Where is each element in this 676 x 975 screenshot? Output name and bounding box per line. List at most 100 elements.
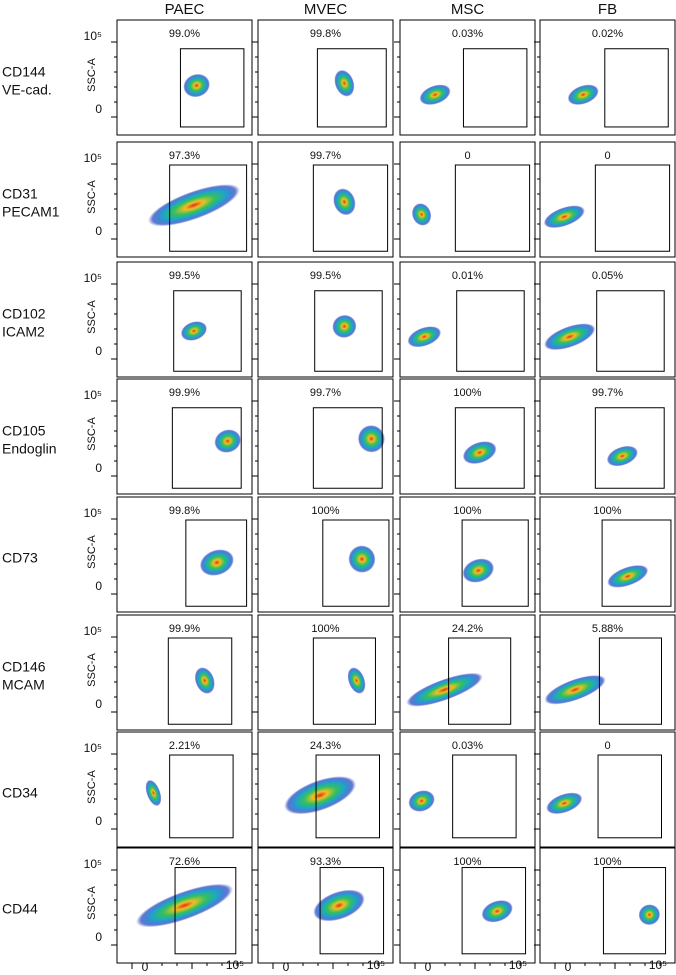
cell-population [607, 564, 649, 588]
cell-population [214, 429, 241, 453]
x-axis-tick: 0 [565, 960, 572, 974]
row-label: CD102 [2, 306, 46, 322]
gate [167, 637, 233, 725]
gate-percentage: 100% [311, 505, 339, 517]
cell-population [136, 883, 233, 928]
gate-percentage: 93.3% [310, 856, 341, 868]
gate [597, 754, 662, 839]
gate-percentage: 0.02% [592, 28, 623, 40]
plot-frame [399, 496, 536, 613]
plot-frame [539, 261, 676, 378]
gate-percentage: 99.7% [592, 387, 623, 399]
y-axis-title: SSC-A [86, 180, 98, 214]
row-label: VE-cad. [2, 82, 52, 98]
y-axis-tick: 0 [95, 697, 102, 711]
gate-percentage: 99.7% [310, 387, 341, 399]
gate [316, 48, 387, 128]
row-label: CD144 [2, 64, 46, 80]
cell-population [544, 675, 606, 705]
row-label: CD146 [2, 659, 46, 675]
y-axis-tick: 0 [95, 579, 102, 593]
gate [312, 637, 376, 725]
cell-population [183, 73, 210, 98]
y-axis-tick: 0 [95, 102, 102, 116]
gate [604, 48, 669, 128]
row-label: CD44 [2, 901, 38, 917]
cell-population [546, 792, 583, 815]
y-axis-title: SSC-A [86, 886, 98, 920]
gate [594, 407, 665, 489]
cell-population [544, 323, 596, 351]
cell-population [462, 558, 495, 583]
gate [314, 290, 383, 372]
plot-frame [539, 614, 676, 731]
y-axis-tick: 0 [95, 344, 102, 358]
gate [596, 290, 665, 372]
cell-population [347, 667, 366, 694]
plot-frame [116, 731, 253, 848]
plot-frame [539, 141, 676, 258]
gate [454, 407, 525, 489]
y-axis-tick: 10⁵ [84, 29, 102, 43]
y-axis-tick: 10⁵ [84, 388, 102, 402]
gate-percentage: 100% [311, 623, 339, 635]
cell-population [148, 184, 240, 227]
gate-percentage: 97.3% [169, 150, 200, 162]
gate [461, 867, 527, 955]
plot-frame [399, 614, 536, 731]
gate [312, 164, 389, 252]
gate-percentage: 0 [604, 740, 610, 752]
y-axis-title: SSC-A [86, 417, 98, 451]
cell-population [194, 667, 215, 694]
plot-frame [257, 614, 394, 731]
gate-percentage: 0.03% [452, 740, 483, 752]
y-axis-title: SSC-A [86, 535, 98, 569]
plot-frame [399, 261, 536, 378]
gate [185, 519, 248, 607]
cell-population [407, 326, 442, 348]
cell-population [408, 790, 435, 812]
gate [448, 637, 512, 725]
gate-percentage: 0.01% [452, 270, 483, 282]
row-label: CD73 [2, 550, 38, 566]
cell-population [606, 445, 638, 467]
cell-population [462, 441, 497, 465]
gate-percentage: 2.21% [169, 740, 200, 752]
y-axis-tick: 0 [95, 461, 102, 475]
y-axis-title: SSC-A [86, 58, 98, 92]
gate-percentage: 100% [453, 856, 481, 868]
cell-population [638, 904, 661, 926]
y-axis-tick: 0 [95, 224, 102, 238]
plot-frame [257, 141, 394, 258]
row-label: MCAM [2, 677, 45, 693]
cell-population [334, 69, 355, 97]
gate-percentage: 100% [593, 856, 621, 868]
cell-population [284, 776, 356, 815]
gate-percentage: 99.0% [169, 28, 200, 40]
plot-frame [257, 19, 394, 136]
plot-frame [116, 261, 253, 378]
column-header: MVEC [304, 1, 348, 18]
x-axis-tick: 10⁵ [226, 958, 244, 972]
row-label: Endoglin [2, 441, 57, 457]
gate [462, 48, 528, 128]
cell-population [332, 314, 357, 338]
column-header: PAEC [165, 1, 205, 18]
gate-percentage: 99.7% [310, 150, 341, 162]
gate-percentage: 0.05% [592, 270, 623, 282]
gate-percentage: 99.5% [310, 270, 341, 282]
plot-frame [399, 731, 536, 848]
gate-percentage: 100% [593, 505, 621, 517]
plot-frame [116, 614, 253, 731]
row-label: CD105 [2, 423, 46, 439]
x-axis-tick: 10⁵ [509, 958, 527, 972]
plot-frame [257, 261, 394, 378]
cell-population [180, 321, 208, 341]
x-axis-tick: 0 [142, 960, 149, 974]
gate [322, 519, 390, 607]
gate-percentage: 99.9% [169, 623, 200, 635]
gate [602, 867, 667, 955]
gate [456, 290, 525, 372]
gate-percentage: 24.3% [310, 740, 341, 752]
